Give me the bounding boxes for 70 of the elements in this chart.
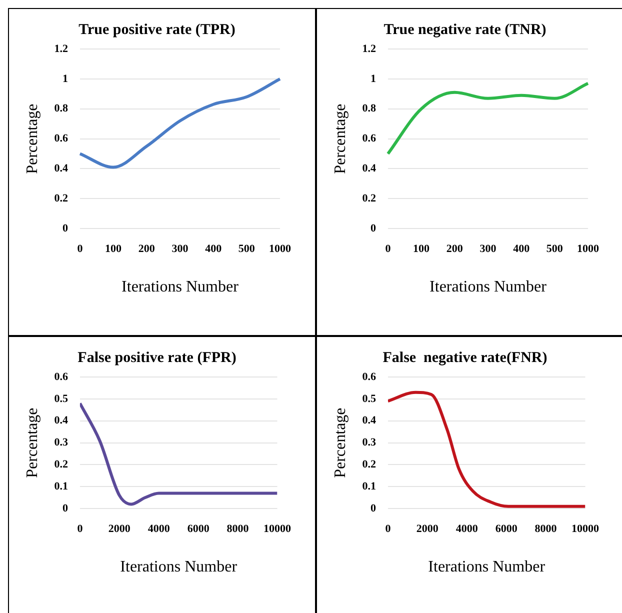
line-series bbox=[80, 402, 278, 506]
chart-title: True positive rate (TPR) bbox=[78, 22, 236, 38]
x-tick-label: 500 bbox=[546, 243, 564, 256]
x-tick-label: 0 bbox=[77, 243, 84, 256]
x-tick-label: 1000 bbox=[269, 243, 292, 256]
x-tick-label: 400 bbox=[205, 243, 222, 256]
x-tick-label: 200 bbox=[446, 243, 464, 256]
x-tick-label: 400 bbox=[513, 243, 530, 256]
x-axis-title: Iterations Number bbox=[428, 558, 546, 576]
y-tick-label: 1.2 bbox=[362, 42, 376, 55]
x-tick-label: 6000 bbox=[187, 523, 210, 536]
y-tick-label: 0.4 bbox=[54, 162, 68, 175]
y-tick-label: 0.4 bbox=[54, 414, 68, 427]
y-tick-label: 0.2 bbox=[54, 192, 68, 205]
y-axis-title: Percentage bbox=[24, 104, 41, 174]
y-tick-label: 0 bbox=[370, 502, 376, 514]
y-tick-label: 0 bbox=[62, 502, 68, 514]
y-tick-label: 0.4 bbox=[362, 162, 376, 175]
x-tick-label: 8000 bbox=[226, 523, 250, 536]
y-tick-label: 0.6 bbox=[362, 370, 376, 383]
x-tick-label: 100 bbox=[413, 243, 430, 256]
x-tick-label: 500 bbox=[238, 243, 256, 256]
x-tick-label: 10000 bbox=[572, 523, 600, 536]
x-tick-label: 0 bbox=[385, 523, 392, 536]
y-tick-label: 0.4 bbox=[362, 414, 376, 427]
x-tick-label: 10000 bbox=[264, 523, 292, 536]
x-tick-label: 8000 bbox=[534, 523, 558, 536]
x-tick-label: 300 bbox=[172, 243, 189, 256]
x-tick-label: 0 bbox=[77, 523, 84, 536]
y-tick-label: 0.6 bbox=[54, 370, 68, 383]
y-tick-label: 0.1 bbox=[54, 480, 68, 493]
x-axis-title: Iterations Number bbox=[430, 278, 548, 296]
x-axis-title: Iterations Number bbox=[120, 558, 238, 576]
y-tick-label: 0 bbox=[62, 222, 68, 234]
x-tick-label: 100 bbox=[105, 243, 122, 256]
x-tick-label: 2000 bbox=[108, 523, 131, 536]
line-series bbox=[78, 77, 282, 169]
y-tick-label: 1 bbox=[370, 72, 376, 85]
y-tick-label: 0.8 bbox=[362, 102, 376, 115]
y-tick-label: 0.2 bbox=[54, 458, 68, 471]
y-tick-label: 0.6 bbox=[54, 132, 68, 145]
y-axis-title: Percentage bbox=[332, 408, 349, 478]
chart-title: False positive rate (FPR) bbox=[78, 350, 236, 366]
y-tick-label: 0.2 bbox=[362, 458, 376, 471]
y-tick-label: 0.2 bbox=[362, 192, 376, 205]
y-axis-title: Percentage bbox=[24, 408, 41, 478]
y-tick-label: 0.3 bbox=[362, 436, 376, 449]
x-tick-label: 1000 bbox=[577, 243, 600, 256]
x-tick-label: 200 bbox=[138, 243, 156, 256]
x-tick-label: 6000 bbox=[495, 523, 518, 536]
y-tick-label: 0.8 bbox=[54, 102, 68, 115]
y-tick-label: 0.5 bbox=[362, 392, 376, 405]
x-tick-label: 2000 bbox=[416, 523, 439, 536]
y-tick-label: 0.1 bbox=[362, 480, 376, 493]
x-tick-label: 0 bbox=[385, 243, 392, 256]
y-tick-label: 1.2 bbox=[54, 42, 68, 55]
y-tick-label: 0.3 bbox=[54, 436, 68, 449]
x-tick-label: 300 bbox=[480, 243, 497, 256]
y-tick-label: 0 bbox=[370, 222, 376, 234]
y-tick-label: 0.6 bbox=[362, 132, 376, 145]
chart-title: True negative rate (TNR) bbox=[384, 22, 546, 38]
chart-title: False negative rate(FNR) bbox=[382, 350, 548, 366]
line-series bbox=[386, 82, 590, 156]
y-tick-label: 0.5 bbox=[54, 392, 68, 405]
y-axis-title: Percentage bbox=[332, 104, 349, 174]
line-series bbox=[388, 390, 586, 508]
x-tick-label: 4000 bbox=[148, 523, 170, 536]
y-tick-label: 1 bbox=[62, 72, 68, 85]
x-axis-title: Iterations Number bbox=[122, 278, 240, 296]
x-tick-label: 4000 bbox=[456, 523, 478, 536]
